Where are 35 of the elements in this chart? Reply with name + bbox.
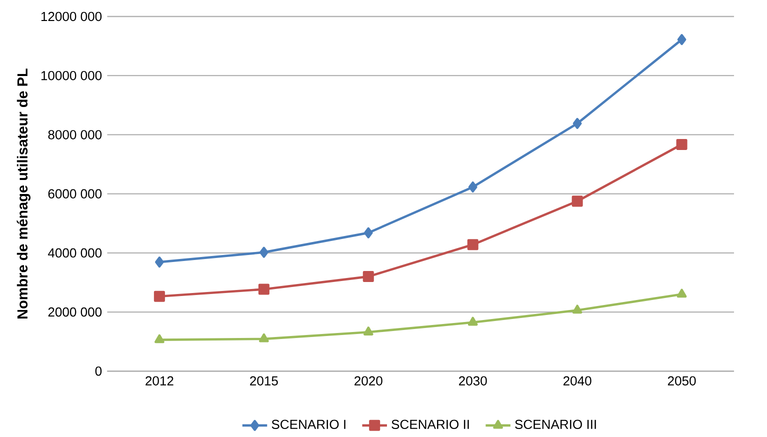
point xyxy=(362,271,374,282)
y-tick-label: 10000 000 xyxy=(41,71,102,80)
x-tick-label: 2050 xyxy=(668,376,696,386)
point xyxy=(572,304,582,314)
point xyxy=(676,288,687,298)
x-tick-label: 2020 xyxy=(354,376,382,386)
x-tick-label: 2015 xyxy=(250,376,278,386)
point xyxy=(258,333,269,342)
point xyxy=(467,239,478,250)
y-tick-label: 8000 000 xyxy=(48,130,102,140)
y-tick-label: 6000 000 xyxy=(48,189,102,199)
point xyxy=(676,139,688,150)
y-axis-title: Nombre de ménage utilisateur de PL xyxy=(16,68,30,319)
point xyxy=(154,290,165,302)
point xyxy=(258,284,270,295)
legend-label: SCENARIO I xyxy=(272,420,346,430)
x-tick-label: 2040 xyxy=(563,376,592,386)
y-tick-label: 12000 000 xyxy=(41,12,102,22)
point xyxy=(572,118,582,130)
point xyxy=(259,246,268,258)
point xyxy=(468,182,478,193)
x-tick-label: 2012 xyxy=(146,376,174,386)
y-tick-label: 0 xyxy=(95,366,102,376)
legend-label: SCENARIO III xyxy=(515,420,596,430)
point xyxy=(468,316,478,326)
point xyxy=(572,196,583,207)
point xyxy=(154,334,164,344)
point xyxy=(677,34,686,46)
legend-label: SCENARIO II xyxy=(392,420,469,430)
y-tick-label: 2000 000 xyxy=(48,307,102,317)
x-tick-label: 2030 xyxy=(459,376,487,386)
y-tick-label: 4000 000 xyxy=(48,248,102,258)
point xyxy=(363,326,374,336)
point xyxy=(155,256,164,268)
point xyxy=(364,227,373,238)
